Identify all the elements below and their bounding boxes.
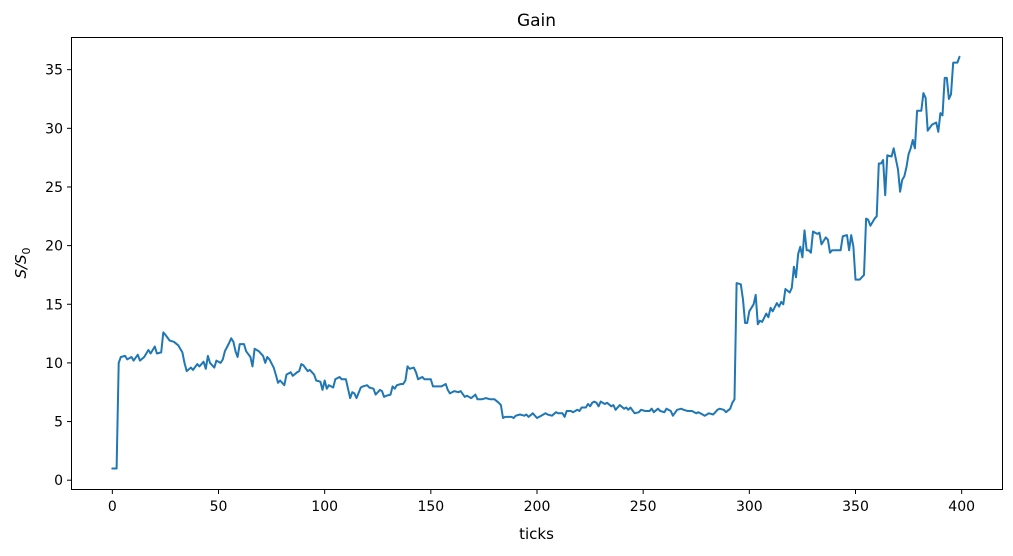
x-tick-label: 50	[210, 499, 228, 515]
y-tick-label: 0	[54, 473, 63, 489]
y-tick-label: 35	[45, 63, 63, 79]
x-axis-ticks: 0 50 100 150 200 250 300 350 400	[108, 489, 975, 515]
y-tick-label: 15	[45, 297, 63, 313]
x-tick-label: 100	[311, 499, 338, 515]
y-axis-label-subscript: 0	[20, 247, 33, 254]
x-tick-label: 350	[842, 499, 869, 515]
series-line	[111, 55, 961, 470]
x-tick-label: 150	[417, 499, 444, 515]
y-axis-label-main: S/S	[12, 254, 30, 279]
y-tick-label: 20	[45, 239, 63, 255]
chart-title: Gain	[517, 11, 556, 31]
x-tick-label: 250	[630, 499, 657, 515]
y-tick-label: 25	[45, 180, 63, 196]
x-tick-label: 400	[948, 499, 975, 515]
y-tick-label: 10	[45, 356, 63, 372]
x-tick-label: 300	[736, 499, 763, 515]
y-axis-ticks: 0 5 10 15 20 25 30 35	[45, 63, 72, 489]
y-tick-label: 5	[54, 415, 63, 431]
plot-frame	[71, 37, 1003, 490]
x-axis-label: ticks	[519, 525, 554, 543]
y-axis-label: S/S0	[12, 247, 33, 278]
y-tick-label: 30	[45, 121, 63, 137]
x-tick-label: 200	[524, 499, 551, 515]
x-tick-label: 0	[108, 499, 117, 515]
